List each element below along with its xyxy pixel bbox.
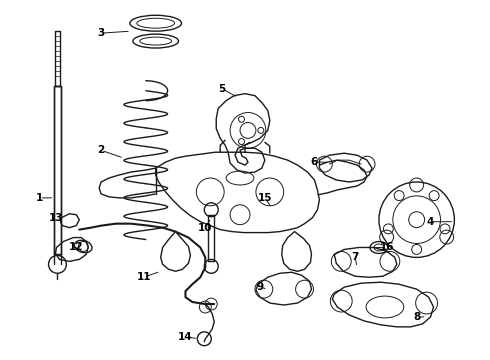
Text: 14: 14 <box>178 332 193 342</box>
Text: 11: 11 <box>137 272 151 282</box>
Text: 10: 10 <box>198 222 213 233</box>
Text: 6: 6 <box>311 157 318 167</box>
Text: 16: 16 <box>380 243 394 252</box>
Text: 4: 4 <box>427 217 434 227</box>
Text: 12: 12 <box>69 243 84 252</box>
Text: 3: 3 <box>98 28 105 38</box>
Text: 5: 5 <box>219 84 226 94</box>
Text: 2: 2 <box>98 145 105 155</box>
Text: 1: 1 <box>36 193 43 203</box>
Text: 13: 13 <box>49 213 64 223</box>
Text: 9: 9 <box>256 282 264 292</box>
Text: 8: 8 <box>413 312 420 322</box>
Text: 15: 15 <box>258 193 272 203</box>
Text: 7: 7 <box>351 252 359 262</box>
Polygon shape <box>54 86 61 255</box>
